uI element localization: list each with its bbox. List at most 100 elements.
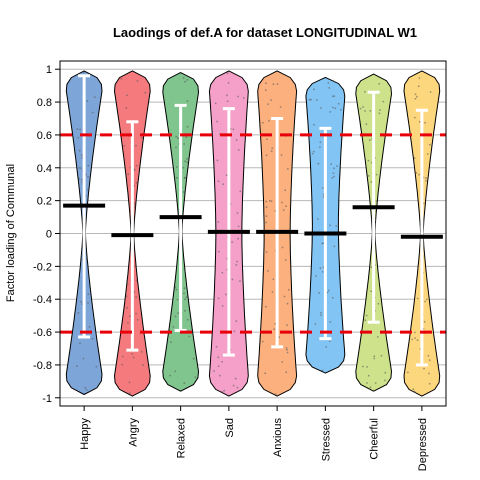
data-point: [274, 393, 277, 396]
data-point: [321, 242, 324, 245]
data-point: [369, 386, 372, 389]
data-point: [235, 320, 238, 322]
data-point: [425, 180, 427, 182]
data-point: [81, 178, 83, 181]
data-point: [237, 149, 240, 151]
data-point: [416, 95, 418, 98]
data-point: [281, 201, 283, 204]
data-point: [135, 296, 138, 298]
y-tick-label: -0.4: [33, 294, 52, 306]
data-point: [267, 270, 269, 272]
data-point: [183, 292, 185, 295]
data-point: [135, 144, 137, 147]
chart-title: Laodings of def.A for dataset LONGITUDIN…: [113, 25, 417, 40]
data-point: [214, 102, 217, 105]
data-point: [331, 296, 334, 299]
data-point: [280, 154, 283, 156]
data-point: [313, 123, 315, 126]
data-point: [78, 149, 81, 152]
data-point: [268, 199, 271, 202]
data-point: [192, 357, 195, 360]
data-point: [315, 99, 318, 101]
data-point: [218, 374, 221, 377]
x-tick-label: Cheerful: [369, 418, 381, 460]
data-point: [268, 120, 270, 122]
data-point: [416, 297, 419, 300]
data-point: [135, 312, 137, 315]
data-point: [328, 340, 331, 343]
data-point: [365, 314, 368, 317]
data-point: [270, 200, 273, 203]
data-point: [364, 319, 367, 322]
y-tick-label: 0: [46, 229, 52, 241]
data-point: [128, 392, 131, 395]
data-point: [234, 377, 237, 380]
data-point: [170, 341, 173, 343]
data-point: [265, 154, 268, 157]
data-point: [328, 87, 331, 89]
data-point: [186, 79, 189, 81]
data-point: [221, 305, 224, 307]
data-point: [217, 221, 220, 223]
data-point: [413, 391, 416, 394]
data-point: [365, 123, 368, 126]
data-point: [131, 353, 134, 355]
data-point: [286, 348, 288, 351]
data-point: [424, 300, 426, 303]
data-point: [271, 291, 274, 293]
data-point: [184, 80, 186, 83]
data-point: [333, 245, 336, 248]
data-point: [331, 106, 334, 109]
y-axis-label: Factor loading of Communal: [5, 164, 17, 302]
data-point: [226, 94, 228, 97]
data-point: [372, 389, 375, 392]
data-point: [424, 121, 426, 124]
data-point: [285, 205, 287, 208]
data-point: [237, 95, 240, 98]
data-point: [83, 71, 85, 74]
data-point: [413, 116, 416, 119]
data-point: [126, 306, 129, 309]
data-point: [369, 110, 372, 112]
data-point: [320, 314, 322, 316]
data-point: [362, 106, 364, 108]
data-point: [175, 176, 178, 179]
x-tick-label: Relaxed: [176, 418, 188, 458]
data-point: [87, 302, 89, 304]
data-point: [428, 143, 431, 146]
x-tick-label: Angry: [127, 418, 139, 447]
data-point: [77, 312, 80, 314]
data-point: [359, 107, 362, 110]
data-point: [374, 382, 377, 384]
data-point: [428, 359, 431, 361]
data-point: [333, 95, 336, 97]
data-point: [183, 287, 186, 290]
data-point: [327, 289, 330, 292]
data-point: [415, 172, 418, 174]
data-point: [375, 173, 378, 176]
data-point: [261, 340, 264, 343]
data-point: [310, 98, 312, 101]
data-point: [127, 322, 129, 324]
data-point: [186, 157, 189, 160]
data-point: [215, 345, 218, 348]
data-point: [367, 159, 370, 162]
data-point: [86, 100, 89, 103]
data-point: [93, 96, 96, 99]
data-point: [364, 90, 366, 93]
y-tick-label: -0.6: [33, 327, 52, 339]
data-point: [325, 346, 328, 348]
data-point: [182, 77, 185, 79]
data-point: [231, 278, 234, 281]
data-point: [370, 266, 373, 269]
data-point: [140, 136, 143, 139]
data-point: [76, 128, 79, 131]
data-point: [217, 297, 220, 300]
data-point: [411, 338, 413, 341]
data-point: [271, 147, 274, 150]
data-point: [237, 225, 240, 228]
data-point: [142, 364, 144, 366]
data-point: [177, 137, 179, 140]
data-point: [279, 106, 282, 108]
data-point: [272, 83, 275, 86]
